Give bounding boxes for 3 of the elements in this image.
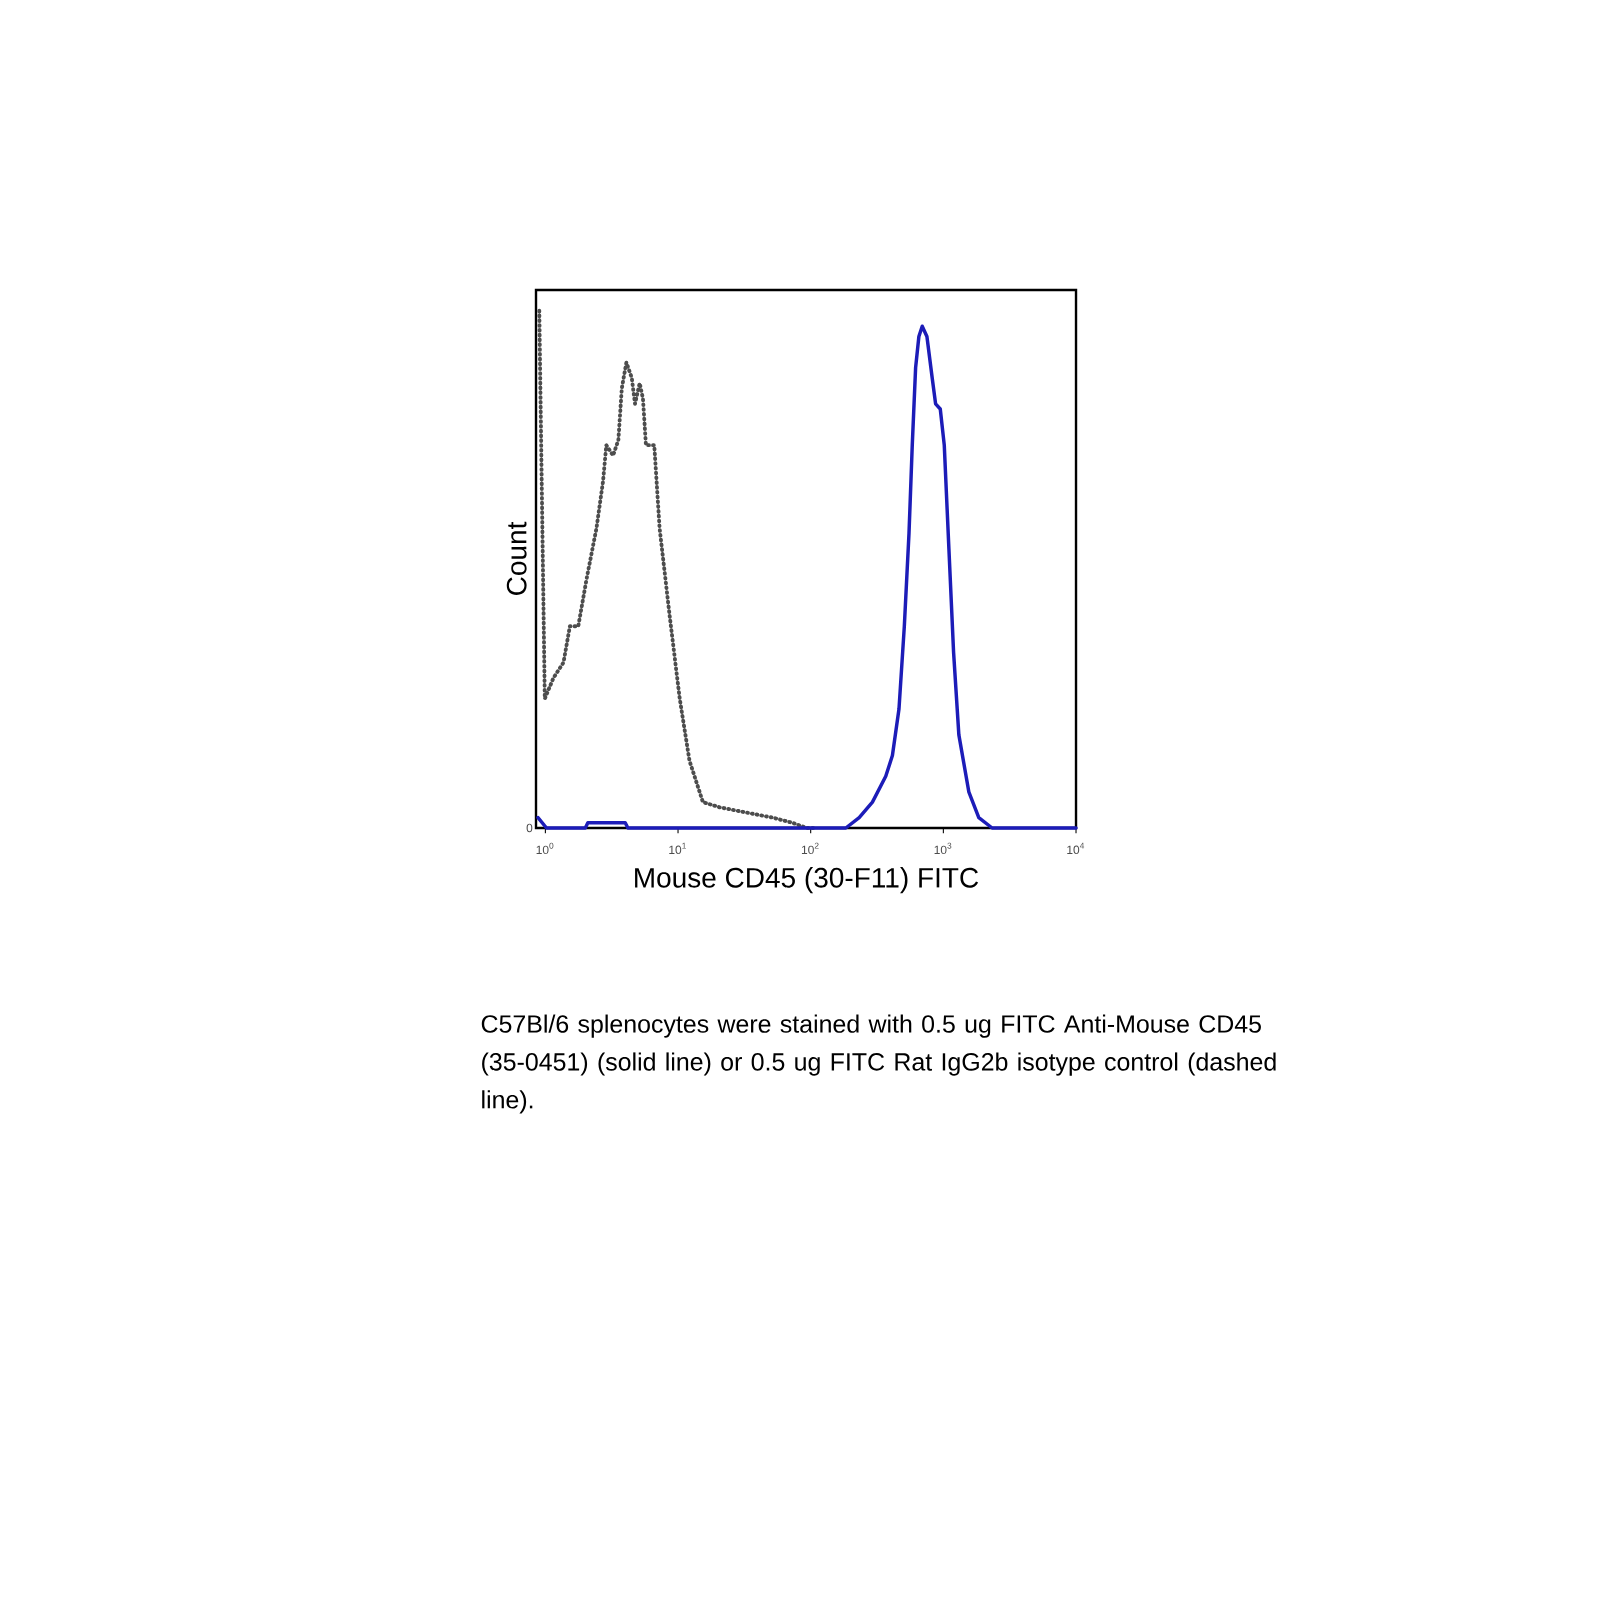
text: C57Bl/6 splenocytes were stained with 0.5 ug FITC Anti-Mouse CD45 (35-0451) (solid line) or 0.5 ug FITC Rat IgG2b isotype control (dashed line).: [481, 1014, 1276, 1114]
y-axis-title: Count: [506, 521, 527, 595]
x-axis-title: Mouse CD45 (30-F11) FITC: [635, 867, 979, 894]
